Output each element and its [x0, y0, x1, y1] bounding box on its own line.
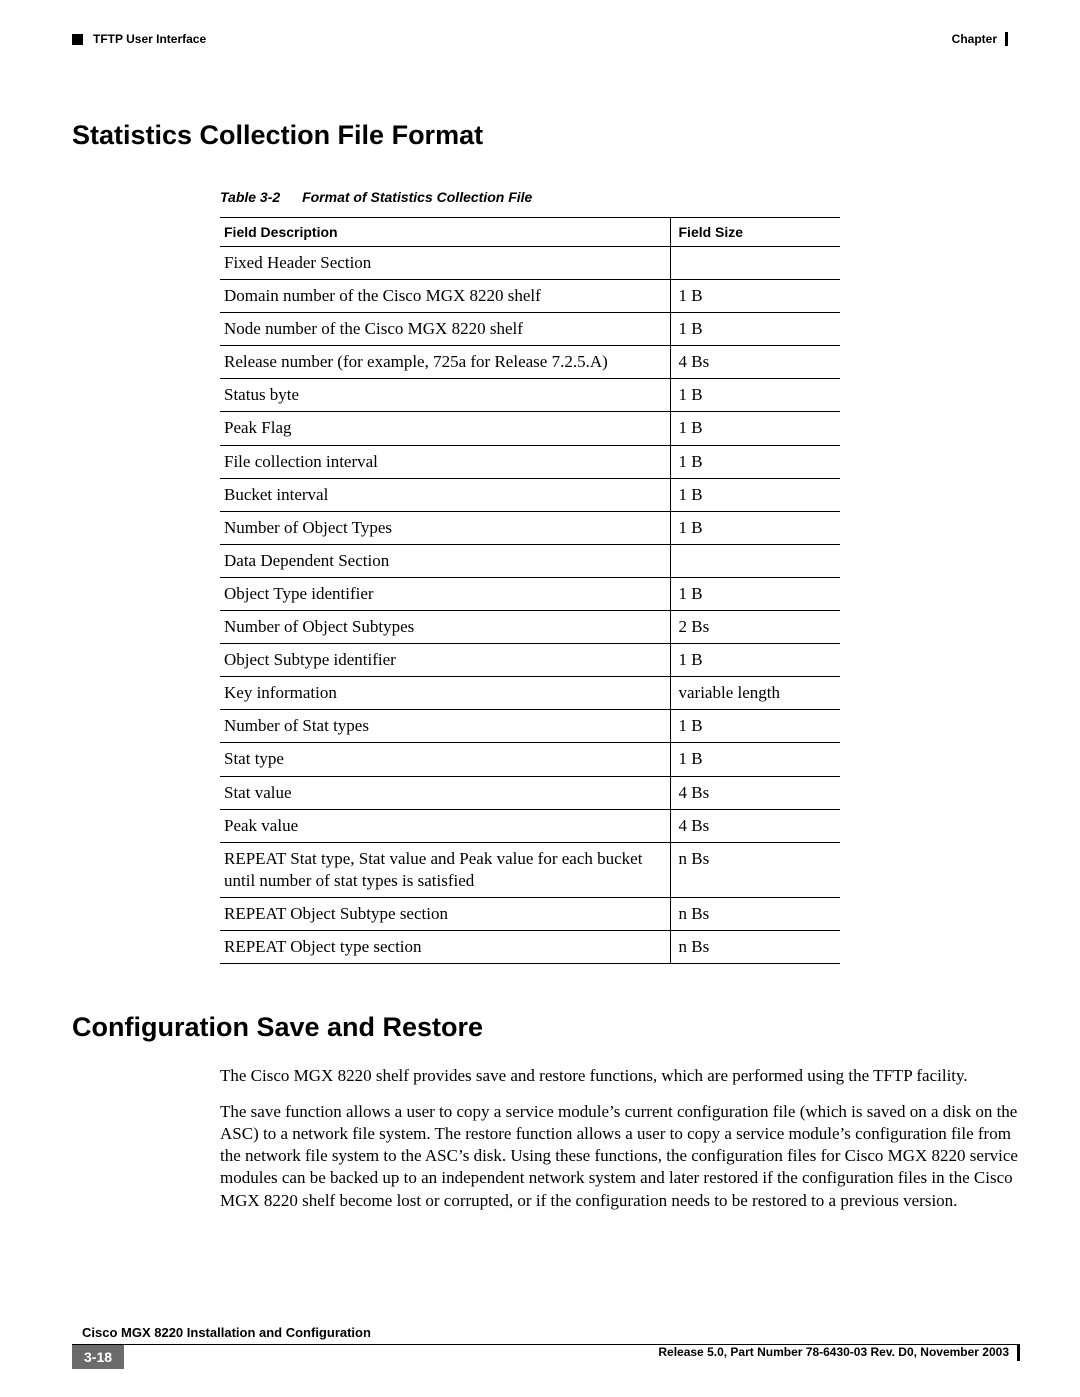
cell-size: n Bs	[670, 897, 840, 930]
header-chapter-label: Chapter	[952, 32, 1008, 46]
table-row: Key informationvariable length	[220, 677, 840, 710]
cell-size: n Bs	[670, 930, 840, 963]
table-row: Node number of the Cisco MGX 8220 shelf1…	[220, 313, 840, 346]
cell-desc: Object Type identifier	[220, 577, 670, 610]
page-number-badge: 3-18	[72, 1345, 124, 1369]
col-header-desc: Field Description	[220, 218, 670, 247]
cell-desc: REPEAT Object type section	[220, 930, 670, 963]
cell-desc: Peak Flag	[220, 412, 670, 445]
table-row: Object Subtype identifier1 B	[220, 644, 840, 677]
cell-desc: Release number (for example, 725a for Re…	[220, 346, 670, 379]
section-title-stats: Statistics Collection File Format	[72, 120, 1008, 151]
paragraph-1: The Cisco MGX 8220 shelf provides save a…	[220, 1065, 1020, 1087]
table-row: Number of Stat types1 B	[220, 710, 840, 743]
table-caption-label: Table 3-2	[220, 189, 280, 205]
cell-size: 1 B	[670, 644, 840, 677]
cell-desc: Node number of the Cisco MGX 8220 shelf	[220, 313, 670, 346]
table-row: Number of Object Types1 B	[220, 511, 840, 544]
cell-desc: Status byte	[220, 379, 670, 412]
footer-doc-title: Cisco MGX 8220 Installation and Configur…	[82, 1325, 371, 1340]
cell-desc: Stat value	[220, 776, 670, 809]
table-row: Peak value4 Bs	[220, 809, 840, 842]
table-row: Stat type1 B	[220, 743, 840, 776]
footer-release-line: Release 5.0, Part Number 78-6430-03 Rev.…	[658, 1345, 1020, 1361]
table-row: Release number (for example, 725a for Re…	[220, 346, 840, 379]
cell-size: 4 Bs	[670, 346, 840, 379]
cell-size: 1 B	[670, 313, 840, 346]
cell-size	[670, 544, 840, 577]
table-row: Fixed Header Section	[220, 247, 840, 280]
cell-size: 1 B	[670, 478, 840, 511]
table-row: Object Type identifier1 B	[220, 577, 840, 610]
table-row: Domain number of the Cisco MGX 8220 shel…	[220, 280, 840, 313]
table-row: REPEAT Object Subtype sectionn Bs	[220, 897, 840, 930]
cell-size: 4 Bs	[670, 776, 840, 809]
section-title-config: Configuration Save and Restore	[72, 1012, 1008, 1043]
page-header: TFTP User Interface Chapter	[72, 32, 1008, 50]
stats-table: Field Description Field Size Fixed Heade…	[220, 217, 840, 964]
header-section-label: TFTP User Interface	[93, 32, 206, 46]
stats-table-area: Table 3-2 Format of Statistics Collectio…	[220, 189, 840, 964]
cell-desc: Number of Object Subtypes	[220, 611, 670, 644]
cell-desc: Number of Object Types	[220, 511, 670, 544]
table-row: REPEAT Object type sectionn Bs	[220, 930, 840, 963]
cell-size: n Bs	[670, 842, 840, 897]
table-caption-title: Format of Statistics Collection File	[302, 189, 532, 205]
cell-size: 4 Bs	[670, 809, 840, 842]
table-row: Status byte1 B	[220, 379, 840, 412]
cell-size: 1 B	[670, 710, 840, 743]
table-row: Stat value4 Bs	[220, 776, 840, 809]
table-row: Peak Flag1 B	[220, 412, 840, 445]
cell-desc: REPEAT Stat type, Stat value and Peak va…	[220, 842, 670, 897]
cell-desc: Stat type	[220, 743, 670, 776]
body-text: The Cisco MGX 8220 shelf provides save a…	[220, 1065, 1020, 1212]
cell-desc: Object Subtype identifier	[220, 644, 670, 677]
cell-desc: Data Dependent Section	[220, 544, 670, 577]
cell-desc: Bucket interval	[220, 478, 670, 511]
cell-desc: REPEAT Object Subtype section	[220, 897, 670, 930]
header-marker-icon	[72, 34, 83, 45]
cell-size: 1 B	[670, 577, 840, 610]
table-row: Data Dependent Section	[220, 544, 840, 577]
cell-size: 1 B	[670, 280, 840, 313]
cell-desc: Key information	[220, 677, 670, 710]
table-row: Bucket interval1 B	[220, 478, 840, 511]
cell-size: 1 B	[670, 445, 840, 478]
cell-desc: Fixed Header Section	[220, 247, 670, 280]
table-caption: Table 3-2 Format of Statistics Collectio…	[220, 189, 840, 205]
cell-size	[670, 247, 840, 280]
cell-desc: Peak value	[220, 809, 670, 842]
cell-size: 1 B	[670, 511, 840, 544]
cell-desc: File collection interval	[220, 445, 670, 478]
table-row: Number of Object Subtypes2 Bs	[220, 611, 840, 644]
col-header-size: Field Size	[670, 218, 840, 247]
table-row: REPEAT Stat type, Stat value and Peak va…	[220, 842, 840, 897]
cell-size: 2 Bs	[670, 611, 840, 644]
cell-size: 1 B	[670, 743, 840, 776]
cell-size: variable length	[670, 677, 840, 710]
paragraph-2: The save function allows a user to copy …	[220, 1101, 1020, 1211]
table-row: File collection interval1 B	[220, 445, 840, 478]
cell-size: 1 B	[670, 379, 840, 412]
cell-desc: Domain number of the Cisco MGX 8220 shel…	[220, 280, 670, 313]
page-footer: Cisco MGX 8220 Installation and Configur…	[72, 1324, 1020, 1369]
cell-size: 1 B	[670, 412, 840, 445]
cell-desc: Number of Stat types	[220, 710, 670, 743]
